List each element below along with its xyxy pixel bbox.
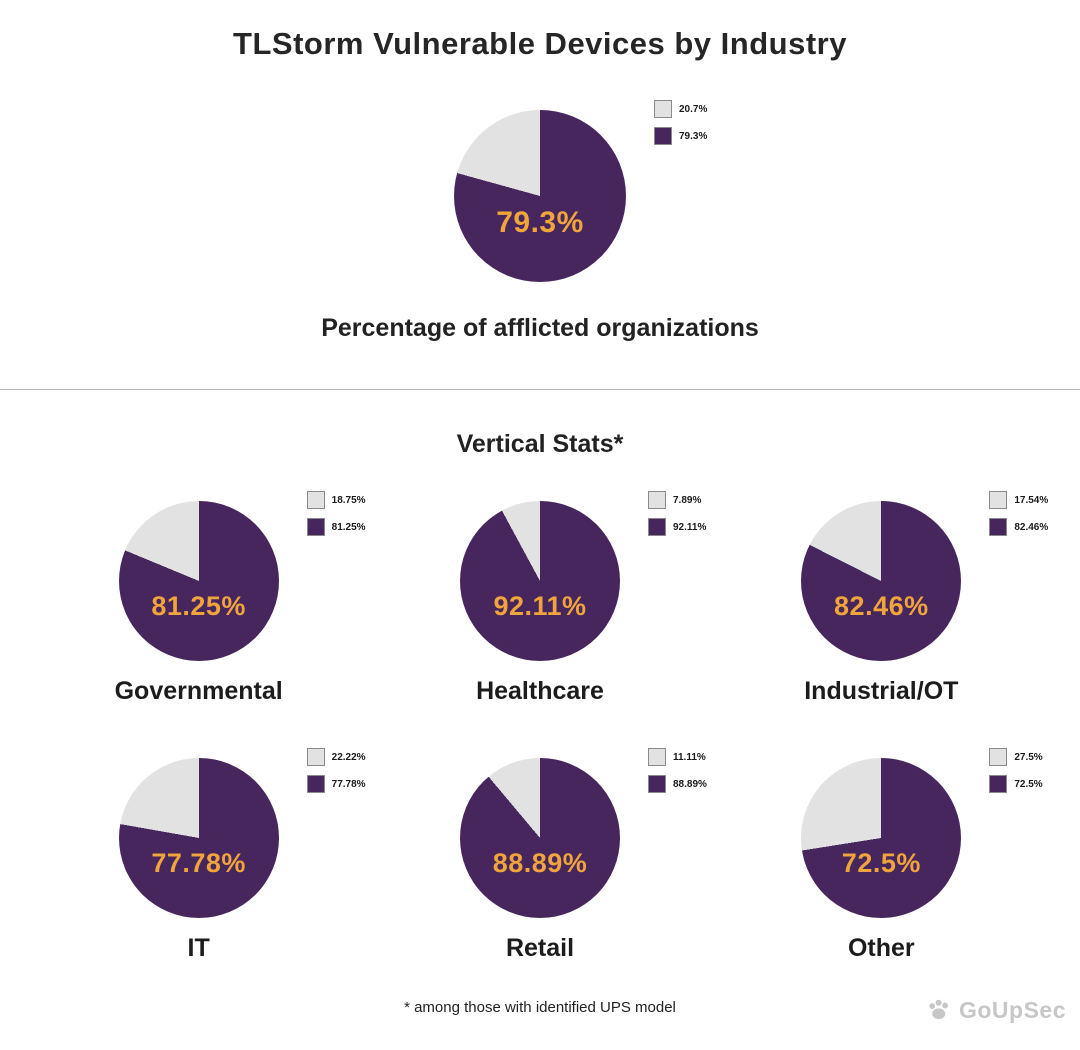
pie-chart-healthcare: 92.11% 7.89% 92.11% Healthcare	[369, 491, 710, 706]
legend-swatch-gray	[654, 100, 672, 118]
legend-swatch-gray	[306, 748, 325, 766]
pie-area: 72.5% 27.5% 72.5%	[801, 748, 1043, 918]
pie-value-label: 82.46%	[834, 590, 929, 621]
legend-swatch-gray	[989, 748, 1008, 766]
pie-title: Governmental	[114, 677, 283, 705]
pie-title: Other	[847, 934, 915, 962]
pie-area: 88.89% 11.11% 88.89%	[459, 748, 707, 918]
pie-value-label: 92.11%	[493, 590, 587, 621]
legend: 17.54% 82.46%	[989, 491, 1048, 536]
paw-logo-icon	[929, 999, 948, 1020]
pie-area: 82.46% 17.54% 82.46%	[801, 491, 1048, 661]
legend-item: 22.22%	[306, 748, 366, 766]
legend-label: 17.54%	[1014, 494, 1049, 506]
legend-item: 27.5%	[989, 748, 1043, 766]
legend-swatch-purple	[989, 775, 1008, 793]
pie-chart-governmental: 81.25% 18.75% 81.25% Governmental	[28, 491, 369, 706]
legend-label: 20.7%	[679, 103, 708, 115]
section-title: Vertical Stats*	[456, 430, 624, 458]
legend-swatch-purple	[647, 518, 666, 536]
pie-value-label: 88.89%	[492, 847, 588, 878]
pie-retail	[459, 758, 620, 918]
legend-swatch-purple	[654, 127, 672, 145]
legend: 27.5% 72.5%	[989, 748, 1043, 793]
legend-item: 18.75%	[306, 491, 366, 509]
legend-label: 27.5%	[1014, 751, 1043, 763]
pie-title: Retail	[505, 934, 575, 962]
legend-item: 20.7%	[654, 100, 707, 118]
legend-item: 72.5%	[989, 775, 1043, 793]
pie-title: Industrial/OT	[804, 677, 959, 705]
pie-chart-retail: 88.89% 11.11% 88.89% Retail	[369, 748, 710, 963]
pie-it	[118, 758, 279, 918]
pie-chart-it: 77.78% 22.22% 77.78% IT	[28, 748, 369, 963]
legend-swatch-gray	[306, 491, 325, 509]
pie-title: IT	[187, 934, 210, 962]
legend-label: 22.22%	[331, 751, 366, 763]
legend-label: 88.89%	[672, 778, 707, 790]
pie-industrial-ot	[801, 501, 962, 661]
legend-swatch-gray	[989, 491, 1008, 509]
legend-label: 92.11%	[672, 521, 707, 533]
legend-item: 77.78%	[306, 775, 366, 793]
legend-item: 92.11%	[647, 518, 707, 536]
legend-swatch-purple	[306, 518, 325, 536]
pie-governmental	[118, 501, 279, 661]
legend: 22.22% 77.78%	[306, 748, 366, 793]
watermark: GoUpSec	[925, 996, 1066, 1024]
vertical-stats-grid: 81.25% 18.75% 81.25% Governmental 9	[0, 491, 1080, 963]
page-title: TLStorm Vulnerable Devices by Industry	[233, 26, 847, 61]
legend-item: 17.54%	[989, 491, 1048, 509]
overall-caption: Percentage of afflicted organizations	[321, 314, 759, 342]
overall-chart-section: 79.3% 20.7% 79.3%	[0, 100, 1080, 282]
pie-chart-overall: 79.3% 20.7% 79.3%	[454, 100, 707, 282]
legend: 20.7% 79.3%	[654, 100, 707, 145]
legend-label: 77.78%	[331, 778, 366, 790]
legend-label: 18.75%	[331, 494, 366, 506]
legend-label: 79.3%	[679, 130, 708, 142]
watermark-text: GoUpSec	[958, 996, 1066, 1023]
pie-chart-industrial-ot: 82.46% 17.54% 82.46% Industrial/OT	[711, 491, 1052, 706]
legend: 11.11% 88.89%	[647, 748, 707, 793]
legend-item: 7.89%	[647, 491, 706, 509]
legend: 7.89% 92.11%	[647, 491, 707, 536]
legend-swatch-purple	[647, 775, 666, 793]
pie-value-label: 72.5%	[841, 847, 921, 878]
legend-item: 82.46%	[989, 518, 1048, 536]
legend-item: 11.11%	[647, 748, 707, 766]
footnote: * among those with identified UPS model	[404, 999, 676, 1016]
legend-swatch-purple	[306, 775, 325, 793]
legend-label: 11.11%	[672, 751, 706, 763]
legend-item: 81.25%	[306, 518, 366, 536]
pie-healthcare	[459, 501, 620, 661]
pie-value-label: 79.3%	[496, 206, 584, 240]
pie-area: 77.78% 22.22% 77.78%	[118, 748, 366, 918]
divider	[0, 389, 1080, 390]
legend-label: 81.25%	[331, 521, 366, 533]
pie-area: 92.11% 7.89% 92.11%	[459, 491, 706, 661]
pie-value-label: 77.78%	[151, 847, 246, 878]
pie-title: Healthcare	[476, 677, 604, 705]
legend-label: 82.46%	[1014, 521, 1049, 533]
legend: 18.75% 81.25%	[306, 491, 366, 536]
pie-other	[801, 758, 962, 918]
pie-area: 81.25% 18.75% 81.25%	[118, 491, 366, 661]
legend-item: 88.89%	[647, 775, 707, 793]
legend-swatch-gray	[647, 491, 666, 509]
pie-chart-other: 72.5% 27.5% 72.5% Other	[711, 748, 1052, 963]
legend-label: 7.89%	[672, 494, 702, 506]
legend-swatch-gray	[647, 748, 666, 766]
legend-label: 72.5%	[1014, 778, 1043, 790]
pie-value-label: 81.25%	[151, 590, 246, 621]
legend-swatch-purple	[989, 518, 1008, 536]
legend-item: 79.3%	[654, 127, 707, 145]
pie-overall	[454, 110, 626, 282]
